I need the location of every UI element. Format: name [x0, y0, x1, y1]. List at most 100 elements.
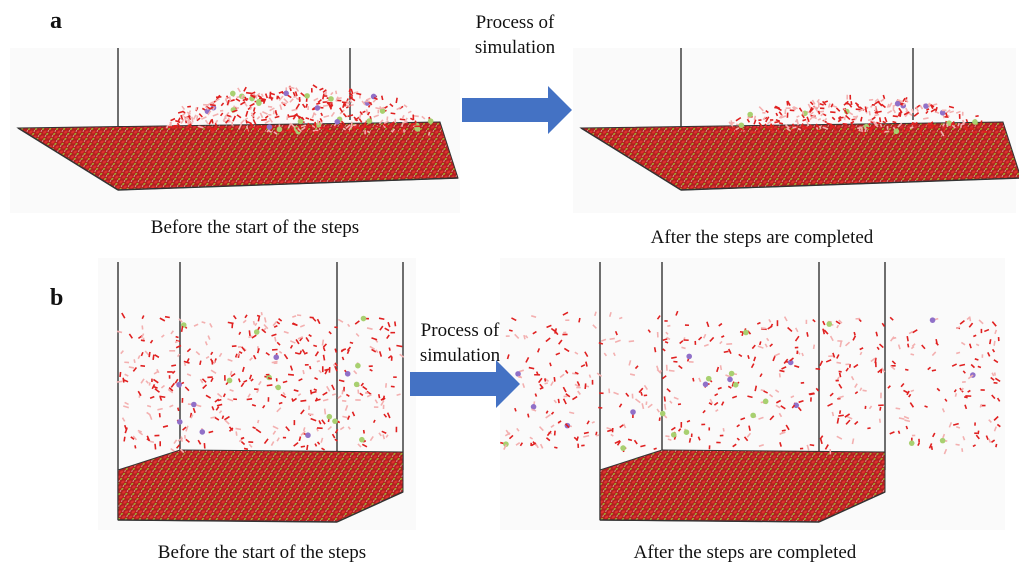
water-molecule	[910, 127, 914, 128]
ion	[366, 118, 372, 124]
water-molecule	[345, 103, 346, 106]
water-molecule	[907, 336, 908, 341]
water-molecule	[395, 321, 396, 326]
ion	[230, 91, 236, 97]
water-molecule	[129, 367, 134, 368]
water-molecule	[755, 386, 756, 391]
water-molecule	[749, 426, 750, 431]
water-molecule	[975, 359, 979, 360]
water-molecule	[911, 390, 914, 391]
water-molecule	[810, 125, 811, 129]
water-molecule	[306, 104, 307, 108]
water-molecule	[236, 428, 241, 429]
ion	[361, 316, 367, 322]
water-molecule	[241, 438, 244, 439]
water-molecule	[197, 116, 198, 120]
water-molecule	[535, 394, 536, 397]
water-molecule	[209, 431, 214, 432]
water-molecule	[324, 355, 325, 361]
caption: After the steps are completed	[634, 542, 857, 563]
water-molecule	[165, 317, 170, 318]
water-molecule	[966, 119, 967, 122]
water-molecule	[300, 400, 306, 401]
water-molecule	[668, 439, 672, 440]
water-molecule	[797, 120, 798, 125]
water-molecule	[318, 120, 319, 125]
caption: Before the start of the steps	[158, 542, 366, 563]
water-molecule	[867, 428, 870, 429]
water-molecule	[134, 359, 135, 363]
ion	[895, 101, 901, 107]
water-molecule	[518, 377, 522, 378]
water-molecule	[894, 110, 895, 113]
water-molecule	[723, 428, 724, 431]
water-molecule	[619, 318, 622, 319]
water-molecule	[391, 113, 396, 114]
water-molecule	[429, 132, 430, 136]
water-molecule	[996, 444, 997, 447]
water-molecule	[396, 98, 397, 103]
water-molecule	[598, 407, 602, 408]
water-molecule	[973, 335, 976, 336]
water-molecule	[316, 103, 320, 104]
water-molecule	[303, 370, 304, 374]
ion	[428, 118, 434, 124]
ion	[703, 382, 709, 388]
water-molecule	[832, 412, 833, 416]
water-molecule	[840, 373, 841, 377]
water-molecule	[150, 441, 154, 442]
ion	[177, 419, 183, 425]
water-molecule	[962, 448, 963, 452]
ion	[743, 330, 749, 336]
water-molecule	[310, 366, 311, 369]
water-molecule	[313, 345, 317, 346]
water-molecule	[876, 332, 877, 337]
ion	[283, 91, 289, 97]
ion	[191, 402, 197, 408]
water-molecule	[780, 373, 781, 377]
water-molecule	[135, 445, 136, 448]
water-molecule	[869, 111, 870, 115]
water-molecule	[550, 363, 551, 366]
water-molecule	[792, 127, 796, 128]
water-molecule	[838, 415, 843, 416]
water-molecule	[810, 445, 814, 446]
water-molecule	[681, 347, 685, 348]
ion	[227, 378, 233, 384]
ion	[660, 411, 666, 417]
arrow	[462, 86, 572, 134]
water-molecule	[854, 332, 855, 335]
water-molecule	[836, 362, 841, 363]
water-molecule	[900, 111, 901, 116]
water-molecule	[411, 124, 416, 125]
water-molecule	[893, 122, 897, 123]
water-molecule	[249, 330, 250, 336]
ion	[304, 93, 310, 99]
water-molecule	[830, 112, 835, 113]
ion	[727, 377, 733, 383]
water-molecule	[932, 370, 936, 371]
water-molecule	[375, 126, 380, 127]
water-molecule	[254, 321, 255, 325]
water-molecule	[123, 378, 124, 383]
water-molecule	[279, 403, 282, 404]
water-molecule	[297, 315, 301, 316]
water-molecule	[868, 120, 872, 121]
water-molecule	[774, 107, 779, 108]
water-molecule	[629, 341, 634, 342]
water-molecule	[252, 405, 256, 406]
water-molecule	[592, 422, 595, 423]
water-molecule	[300, 124, 301, 127]
ion	[671, 432, 677, 438]
water-molecule	[820, 126, 821, 129]
water-molecule	[933, 104, 937, 105]
water-molecule	[293, 96, 296, 97]
water-molecule	[655, 347, 656, 352]
water-molecule	[216, 123, 217, 127]
ion	[328, 96, 334, 102]
water-molecule	[905, 369, 908, 370]
ion	[940, 438, 946, 444]
water-molecule	[978, 431, 979, 434]
water-molecule	[306, 118, 309, 119]
water-molecule	[861, 117, 862, 121]
